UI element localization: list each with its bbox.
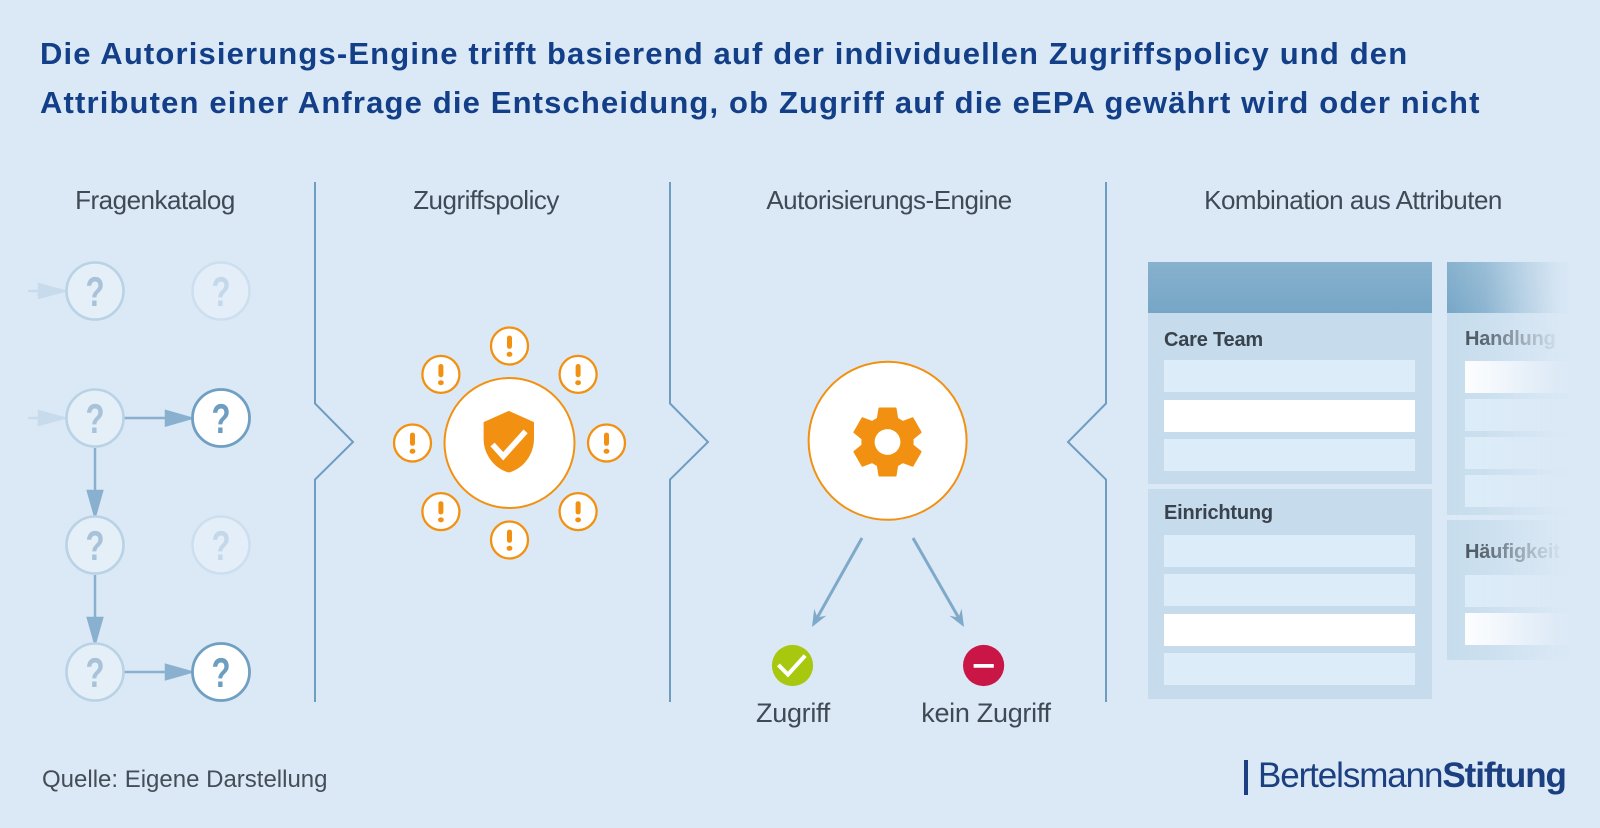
svg-text:?: ? <box>86 522 105 569</box>
svg-text:?: ? <box>212 268 231 315</box>
svg-text:?: ? <box>86 649 105 696</box>
svg-text:?: ? <box>86 395 105 442</box>
svg-text:?: ? <box>212 395 231 442</box>
svg-text:?: ? <box>86 268 105 315</box>
svg-text:?: ? <box>212 649 231 696</box>
svg-text:?: ? <box>212 522 231 569</box>
